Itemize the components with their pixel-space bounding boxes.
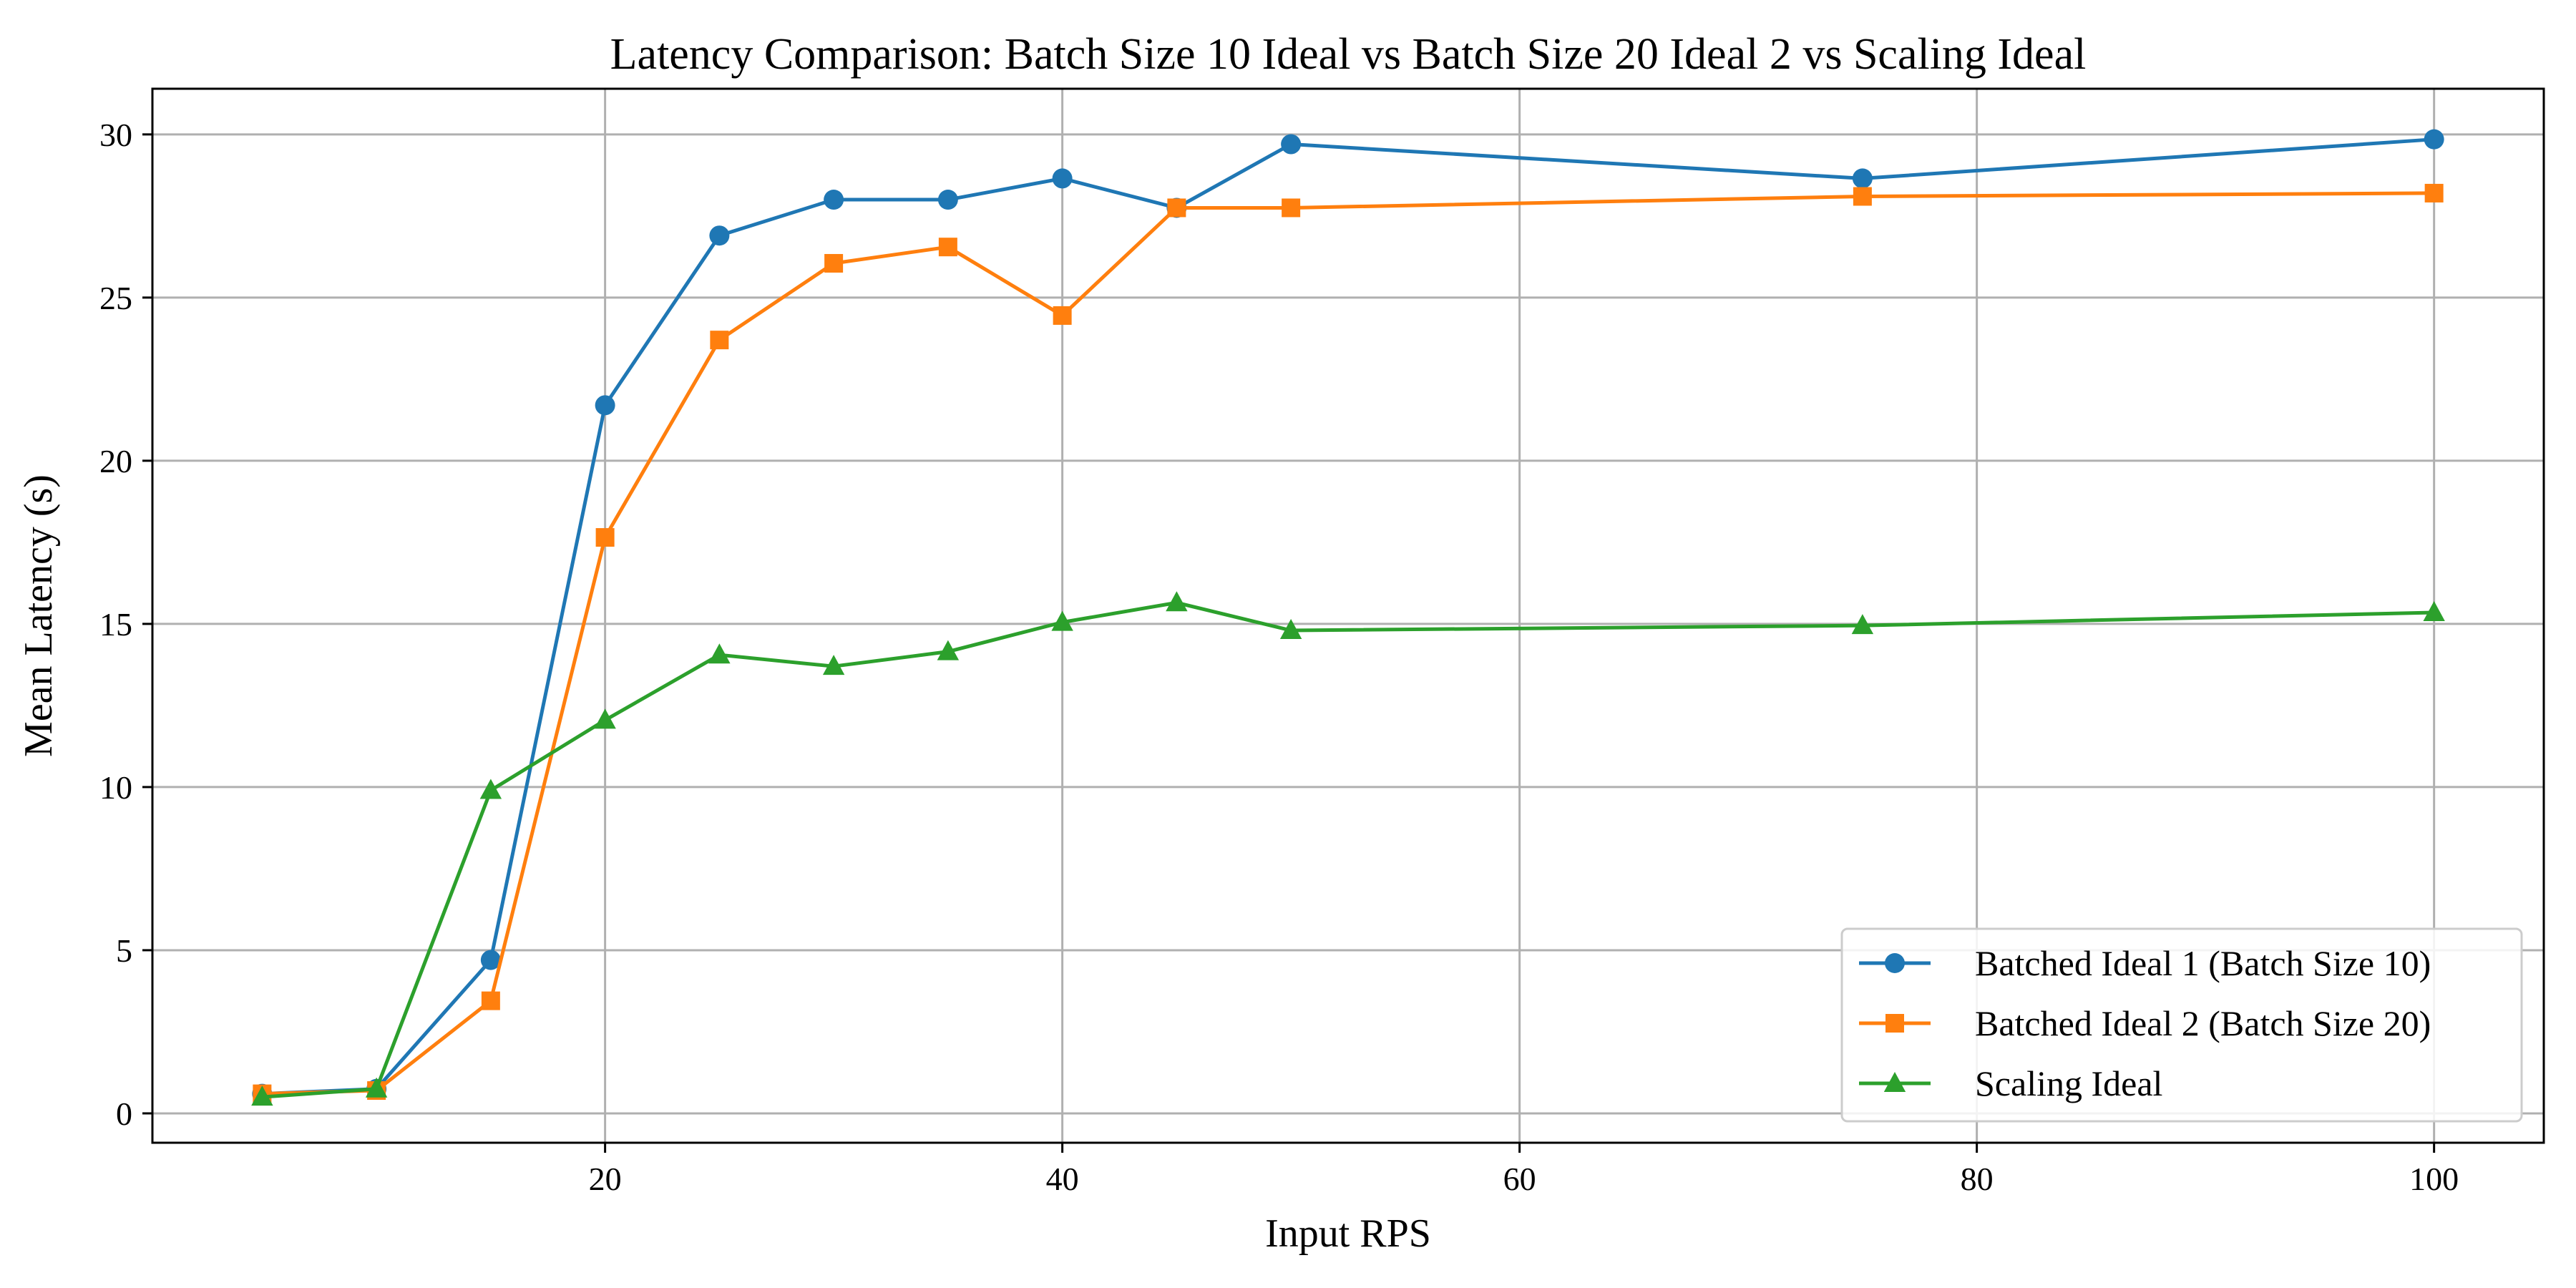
data-point xyxy=(2424,183,2444,203)
data-point xyxy=(1851,614,1874,635)
data-point xyxy=(1166,591,1188,612)
series-3 xyxy=(251,591,2445,1106)
data-point xyxy=(1282,198,1301,218)
data-point xyxy=(937,190,958,210)
x-axis-label: Input RPS xyxy=(1265,1211,1431,1256)
legend-item: Batched Ideal 1 (Batch Size 10) xyxy=(1859,943,2431,983)
data-point xyxy=(710,331,729,350)
data-point xyxy=(2424,129,2444,150)
y-tick-label: 20 xyxy=(99,443,132,479)
data-point xyxy=(1279,619,1302,640)
plot-area-frame xyxy=(151,87,2545,1144)
chart-title: Latency Comparison: Batch Size 10 Ideal … xyxy=(610,30,2087,79)
data-point xyxy=(595,528,615,547)
data-point xyxy=(1852,168,1873,189)
data-point xyxy=(937,640,960,660)
legend-item: Batched Ideal 2 (Batch Size 20) xyxy=(1859,1003,2431,1043)
data-point xyxy=(1052,168,1073,189)
data-point xyxy=(481,991,500,1010)
legend-marker xyxy=(1883,1072,1906,1092)
data-point xyxy=(1053,306,1072,325)
legend-label: Batched Ideal 2 (Batch Size 20) xyxy=(1975,1003,2431,1043)
data-point xyxy=(365,1077,388,1098)
series-line xyxy=(260,600,2436,1099)
data-point xyxy=(822,655,845,675)
y-tick-label: 5 xyxy=(116,932,132,969)
data-point xyxy=(824,190,844,210)
legend-item: Scaling Ideal xyxy=(1859,1063,2162,1103)
legend-label: Batched Ideal 1 (Batch Size 10) xyxy=(1975,943,2431,983)
data-point xyxy=(1051,610,1073,631)
axis-ticks: 20 40 60 80 100 0 5 10 15 20 25 30 xyxy=(99,117,2459,1197)
data-point xyxy=(709,225,730,246)
data-point xyxy=(480,950,501,970)
legend-box xyxy=(1840,927,2523,1123)
y-axis-label: Mean Latency (s) xyxy=(16,474,61,757)
y-tick-label: 30 xyxy=(99,117,132,153)
data-point xyxy=(251,1085,273,1106)
legend-label: Scaling Ideal xyxy=(1975,1063,2162,1103)
data-point xyxy=(708,643,731,664)
data-point xyxy=(1853,187,1872,206)
series-line xyxy=(260,191,2436,1096)
x-tick-label: 20 xyxy=(589,1161,622,1197)
x-tick-label: 60 xyxy=(1503,1161,1536,1197)
series-line xyxy=(260,137,2436,1096)
legend-marker xyxy=(1885,1014,1904,1033)
y-tick-label: 15 xyxy=(99,606,132,643)
legend-marker xyxy=(1885,953,1905,973)
x-tick-label: 40 xyxy=(1046,1161,1079,1197)
data-point xyxy=(595,395,615,416)
x-tick-label: 100 xyxy=(2409,1161,2459,1197)
y-tick-label: 25 xyxy=(99,280,132,316)
data-series xyxy=(251,129,2445,1106)
data-point xyxy=(824,253,844,273)
legend: Batched Ideal 1 (Batch Size 10) Batched I… xyxy=(1840,927,2523,1123)
data-point xyxy=(479,779,502,799)
data-point xyxy=(1167,198,1186,218)
data-point xyxy=(938,238,957,257)
y-tick-label: 0 xyxy=(116,1096,132,1132)
data-point xyxy=(594,708,616,729)
data-point xyxy=(1281,134,1302,155)
x-tick-label: 80 xyxy=(1961,1161,1994,1197)
y-tick-label: 10 xyxy=(99,769,132,806)
data-point xyxy=(2423,600,2445,621)
